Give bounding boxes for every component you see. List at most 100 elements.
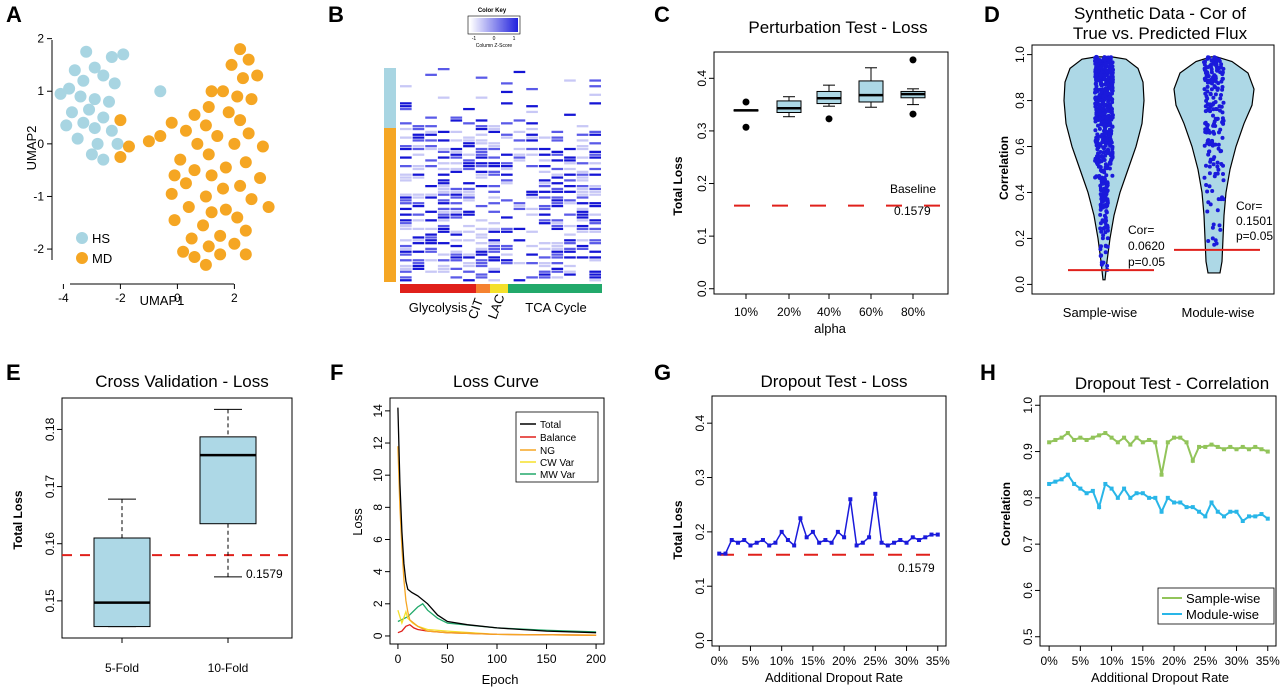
- panel-label-d: D: [984, 2, 1000, 27]
- b-heatmap-cell: [551, 256, 564, 259]
- b-heatmap-cell: [425, 193, 437, 196]
- b-heatmap-cell: [400, 219, 412, 222]
- b-heatmap-cell: [475, 76, 488, 79]
- b-heatmap-cell: [564, 190, 576, 193]
- h-line-module-wise-point: [1078, 486, 1083, 491]
- h-line-sample-wise-point: [1240, 444, 1245, 449]
- b-heatmap-cell: [576, 230, 589, 233]
- panel-label-h: H: [980, 360, 996, 385]
- b-heatmap-cell: [425, 133, 437, 136]
- a-point-md: [219, 161, 232, 174]
- b-heatmap-cell: [538, 262, 551, 265]
- a-point-hs: [85, 148, 98, 161]
- g-title: Dropout Test - Loss: [760, 372, 907, 391]
- h-line-sample-wise-point: [1153, 440, 1158, 445]
- f-legend-balance: Balance: [540, 433, 577, 444]
- c-annotation-value: 0.1579: [894, 204, 931, 218]
- d-module-point: [1221, 178, 1226, 183]
- b-heatmap-cell: [589, 256, 602, 259]
- d-sample-point: [1099, 73, 1103, 78]
- g-line-loss-point: [779, 529, 784, 534]
- d-module-point: [1209, 77, 1214, 82]
- b-heatmap-cell: [450, 233, 463, 236]
- b-heatmap-cell: [501, 262, 513, 265]
- b-col-bar-tca: [508, 284, 602, 293]
- a-point-md: [205, 85, 218, 98]
- b-col-bar-lac: [490, 284, 508, 293]
- d-module-point: [1215, 57, 1220, 62]
- d-module-point: [1206, 152, 1211, 157]
- h-line-module-wise-point: [1197, 509, 1202, 514]
- g-line-loss-point: [867, 535, 872, 540]
- b-heatmap-cell: [488, 130, 501, 134]
- d-module-point: [1210, 102, 1215, 107]
- a-point-hs: [88, 122, 101, 135]
- a-axes: -4 -2 0 2 -2 -1 0 1 2: [33, 32, 238, 305]
- c-box: [858, 80, 884, 103]
- d-module-point: [1213, 238, 1218, 243]
- a-point-md: [168, 214, 181, 227]
- h-x-tick-label: 35%: [1256, 654, 1280, 668]
- d-sample-point: [1110, 82, 1115, 87]
- b-heatmap-cell: [488, 190, 501, 193]
- d-cat-sample-wise: Sample-wise: [1063, 305, 1137, 320]
- h-line-sample-wise-point: [1184, 440, 1189, 445]
- b-heatmap-cell: [400, 224, 412, 228]
- a-point-md: [262, 200, 275, 213]
- a-x-label: UMAP1: [140, 293, 185, 308]
- b-heatmap-cell: [526, 207, 538, 211]
- b-heatmap-cell: [564, 239, 576, 242]
- b-heatmap-cell: [400, 176, 412, 179]
- b-heatmap-cell: [475, 170, 488, 173]
- b-heatmap-cell: [526, 253, 538, 256]
- b-heatmap-cell: [400, 145, 412, 148]
- h-y-tick-label: 1.0: [1021, 397, 1035, 414]
- b-heatmap-cell: [501, 253, 513, 256]
- b-heatmap-cell: [538, 256, 551, 259]
- d-sample-point: [1101, 87, 1106, 92]
- b-heatmap-cell: [437, 184, 450, 188]
- b-heatmap-cell: [450, 207, 463, 211]
- b-heatmap-cell: [488, 145, 501, 148]
- d-module-point: [1217, 65, 1222, 70]
- f-y-tick-label: 12: [371, 436, 385, 450]
- h-line-sample-wise-point: [1059, 435, 1064, 440]
- b-heatmap-cell: [412, 139, 425, 142]
- d-module-point: [1211, 222, 1216, 227]
- d-module-point: [1206, 138, 1211, 143]
- h-y-tick-label: 0.7: [1021, 535, 1035, 552]
- b-heatmap-cell: [576, 213, 589, 216]
- b-col-label-lac: LAC: [485, 292, 508, 321]
- b-heatmap-cell: [488, 267, 501, 270]
- a-point-md: [188, 250, 201, 263]
- d-module-point: [1205, 209, 1210, 214]
- b-heatmap-cell: [450, 239, 463, 242]
- b-heatmap-cell: [538, 204, 551, 208]
- b-heatmap-cell: [437, 130, 450, 134]
- d-module-point: [1218, 108, 1222, 113]
- panel-label-a: A: [6, 2, 22, 27]
- d-sample-point: [1110, 124, 1115, 129]
- b-heatmap-cell: [437, 213, 450, 216]
- b-heatmap-cell: [400, 156, 412, 159]
- b-heatmap-cell: [475, 96, 488, 99]
- b-heatmap-cell: [488, 270, 501, 273]
- d-y-tick-label: 1.0: [1013, 46, 1027, 63]
- g-line-loss-point: [754, 540, 759, 545]
- b-heatmap-cell: [437, 230, 450, 233]
- a-point-hs: [88, 61, 101, 74]
- b-heatmap-cell: [437, 68, 450, 71]
- b-heatmap-cell: [412, 145, 425, 148]
- d-sample-point: [1097, 126, 1102, 131]
- b-heatmap-cell: [576, 176, 589, 179]
- b-heatmap-cell: [589, 93, 602, 96]
- panel-a: A -4 -2 0 2 -2 -1 0 1 2 UMAP1 UMAP2 HS MD: [6, 2, 275, 308]
- b-heatmap-cell: [526, 133, 538, 136]
- b-heatmap-cell: [501, 102, 513, 105]
- b-heatmap-cell: [412, 176, 425, 179]
- b-heatmap-cell: [412, 250, 425, 253]
- d-module-point: [1221, 100, 1226, 105]
- d-sample-point: [1103, 78, 1108, 83]
- d-module-point: [1215, 68, 1220, 73]
- b-heatmap-cell: [475, 147, 488, 151]
